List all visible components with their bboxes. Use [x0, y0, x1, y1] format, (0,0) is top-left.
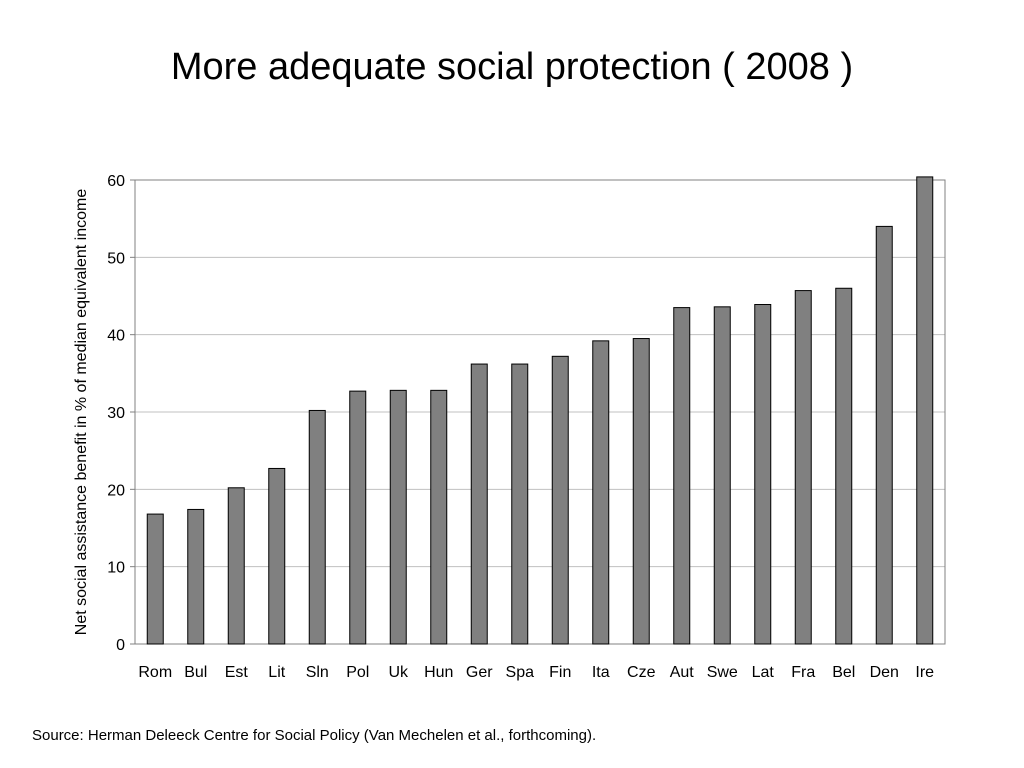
bar-ita: [592, 340, 610, 645]
x-label-den: Den: [870, 664, 899, 681]
x-label-pol: Pol: [346, 664, 369, 681]
x-label-ire: Ire: [915, 664, 934, 681]
x-label-lat: Lat: [752, 664, 775, 681]
x-label-spa: Spa: [506, 664, 535, 681]
bar-lat: [754, 304, 772, 645]
y-tick-label: 50: [107, 250, 125, 267]
x-label-fra: Fra: [791, 664, 815, 681]
bar-spa: [511, 363, 529, 645]
bar-lit: [268, 467, 286, 645]
x-label-uk: Uk: [388, 664, 409, 681]
bar-fra: [794, 290, 812, 645]
bar-den: [875, 225, 893, 645]
x-label-bul: Bul: [184, 664, 207, 681]
x-label-lit: Lit: [268, 664, 285, 681]
bar-pol: [349, 390, 367, 645]
bar-rom: [146, 513, 164, 645]
y-tick-label: 10: [107, 560, 125, 577]
x-label-fin: Fin: [549, 664, 571, 681]
slide-title: More adequate social protection ( 2008 ): [170, 46, 854, 88]
bar-aut: [673, 307, 691, 645]
bars: [146, 176, 934, 645]
x-label-rom: Rom: [138, 664, 172, 681]
bar-est: [227, 487, 245, 645]
source-note: Source: Herman Deleeck Centre for Social…: [32, 727, 597, 744]
bar-bul: [187, 508, 205, 645]
bar-bel: [835, 287, 853, 645]
bar-ger: [470, 363, 488, 645]
x-label-bel: Bel: [832, 664, 855, 681]
x-label-cze: Cze: [627, 664, 656, 681]
x-label-ita: Ita: [592, 664, 610, 681]
y-tick-label: 40: [107, 328, 125, 345]
gridlines: [135, 179, 945, 568]
x-label-est: Est: [225, 664, 249, 681]
x-label-ger: Ger: [466, 664, 493, 681]
y-tick-label: 20: [107, 482, 125, 499]
y-tick-label: 0: [116, 637, 125, 654]
bar-fin: [551, 355, 569, 645]
y-axis-title: Net social assistance benefit in % of me…: [73, 189, 90, 636]
bar-ire: [916, 176, 934, 645]
x-label-aut: Aut: [670, 664, 695, 681]
bar-cze: [632, 338, 650, 645]
x-label-swe: Swe: [707, 664, 738, 681]
y-tick-label: 30: [107, 405, 125, 422]
bar-uk: [389, 389, 407, 645]
bar-swe: [713, 306, 731, 645]
y-tick-label: 60: [107, 173, 125, 190]
x-axis-labels: Rom Bul Est Lit Sln Pol Uk Hun Ger Spa Fin Ita Cze Au…: [138, 664, 934, 681]
y-axis-ticks: 0 10 20 30 40 50 60: [107, 173, 135, 654]
x-label-sln: Sln: [306, 664, 329, 681]
bar-sln: [308, 409, 326, 645]
bar-hun: [430, 389, 448, 645]
x-label-hun: Hun: [424, 664, 453, 681]
